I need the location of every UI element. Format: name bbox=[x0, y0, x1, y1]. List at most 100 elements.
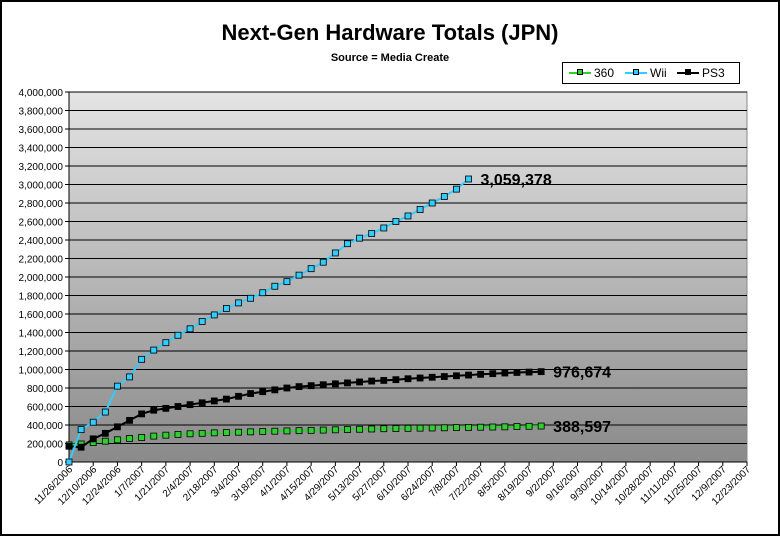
data-point bbox=[150, 406, 158, 414]
data-point bbox=[77, 443, 85, 451]
chart-subtitle: Source = Media Create bbox=[330, 52, 450, 64]
y-tick-label: 400,000 bbox=[27, 421, 64, 432]
y-tick-label: 3,200,000 bbox=[19, 162, 64, 173]
legend-item-360: 360 bbox=[569, 66, 614, 80]
data-point bbox=[428, 199, 436, 207]
data-point bbox=[138, 434, 146, 441]
data-point bbox=[77, 426, 85, 434]
data-point bbox=[489, 423, 497, 431]
data-point bbox=[186, 325, 194, 333]
y-tick-label: 2,400,000 bbox=[19, 236, 64, 247]
data-point bbox=[331, 249, 339, 257]
data-point bbox=[174, 331, 182, 339]
chart-title: Next-Gen Hardware Totals (JPN) bbox=[221, 20, 559, 45]
data-point bbox=[368, 425, 376, 433]
data-point bbox=[356, 425, 363, 433]
data-point bbox=[307, 382, 315, 390]
data-point bbox=[501, 423, 509, 431]
data-point bbox=[501, 369, 509, 377]
data-point bbox=[65, 442, 73, 450]
data-point bbox=[210, 311, 218, 319]
data-point bbox=[222, 305, 230, 312]
data-point bbox=[186, 401, 194, 409]
data-point bbox=[537, 368, 545, 376]
data-point bbox=[380, 425, 388, 433]
legend-label-wii: Wii bbox=[650, 66, 667, 80]
data-point bbox=[271, 427, 279, 435]
data-point bbox=[356, 234, 363, 242]
data-point bbox=[247, 390, 255, 397]
y-tick-label: 2,000,000 bbox=[19, 273, 64, 284]
data-point bbox=[259, 289, 267, 297]
legend-item-wii: Wii bbox=[625, 66, 667, 80]
y-axis: 0 200,000 400,000 600,000 800,000 1,000,000 1,… bbox=[19, 88, 70, 469]
data-point bbox=[356, 378, 363, 386]
legend-label-360: 360 bbox=[594, 66, 615, 80]
data-point bbox=[138, 355, 146, 363]
end-value-label-360: 388,597 bbox=[553, 419, 611, 436]
data-point bbox=[283, 278, 291, 286]
y-tick-label: 1,800,000 bbox=[19, 292, 64, 303]
data-point bbox=[344, 426, 351, 433]
data-point bbox=[404, 375, 412, 383]
data-point bbox=[392, 376, 400, 384]
data-point bbox=[440, 424, 448, 432]
y-tick-label: 2,600,000 bbox=[19, 218, 64, 229]
data-point bbox=[247, 428, 255, 436]
data-point bbox=[65, 458, 73, 466]
data-point bbox=[138, 410, 146, 418]
data-point bbox=[307, 265, 315, 273]
data-point bbox=[465, 424, 472, 431]
legend: 360 Wii PS3 bbox=[562, 62, 740, 84]
data-point bbox=[404, 424, 412, 432]
series-ps3 bbox=[65, 368, 545, 451]
data-point bbox=[404, 212, 412, 220]
data-point bbox=[380, 224, 388, 232]
data-point bbox=[331, 380, 339, 388]
legend-swatch-ps3 bbox=[677, 69, 699, 75]
data-point bbox=[295, 383, 303, 391]
data-point bbox=[344, 379, 351, 387]
series-line-wii bbox=[68, 178, 470, 463]
data-point bbox=[235, 392, 242, 400]
data-point bbox=[174, 431, 182, 438]
y-tick-label: 1,000,000 bbox=[19, 366, 64, 377]
data-point bbox=[101, 437, 109, 445]
data-point bbox=[416, 206, 424, 213]
end-value-label-ps3: 976,674 bbox=[553, 365, 611, 382]
y-tick-label: 3,800,000 bbox=[19, 107, 64, 118]
data-point bbox=[162, 404, 170, 412]
data-point bbox=[525, 422, 533, 430]
data-point bbox=[344, 240, 351, 248]
data-point bbox=[271, 282, 279, 290]
data-point bbox=[392, 218, 400, 225]
data-point bbox=[307, 426, 315, 434]
data-point bbox=[319, 258, 327, 266]
data-point bbox=[126, 373, 133, 381]
y-tick-label: 2,200,000 bbox=[19, 255, 64, 266]
data-point bbox=[271, 386, 279, 394]
legend-swatch-wii bbox=[625, 69, 647, 75]
data-point bbox=[101, 429, 109, 437]
data-point bbox=[126, 435, 133, 442]
y-tick-label: 3,400,000 bbox=[19, 144, 64, 155]
data-point bbox=[331, 426, 339, 434]
data-point bbox=[114, 436, 121, 444]
legend-swatch-360 bbox=[569, 69, 591, 75]
data-point bbox=[319, 381, 327, 389]
data-point bbox=[453, 372, 460, 380]
y-tick-label: 1,200,000 bbox=[19, 347, 64, 358]
data-point bbox=[174, 403, 182, 410]
data-point bbox=[150, 346, 158, 354]
data-point bbox=[477, 370, 485, 378]
end-value-label-wii: 3,059,378 bbox=[481, 172, 552, 189]
data-point bbox=[247, 294, 255, 302]
y-tick-label: 600,000 bbox=[27, 403, 64, 414]
data-point bbox=[222, 395, 230, 403]
data-point bbox=[210, 429, 218, 437]
series-layer bbox=[65, 175, 545, 466]
data-point bbox=[150, 432, 158, 440]
data-point bbox=[368, 230, 376, 237]
y-tick-label: 0 bbox=[57, 458, 63, 469]
